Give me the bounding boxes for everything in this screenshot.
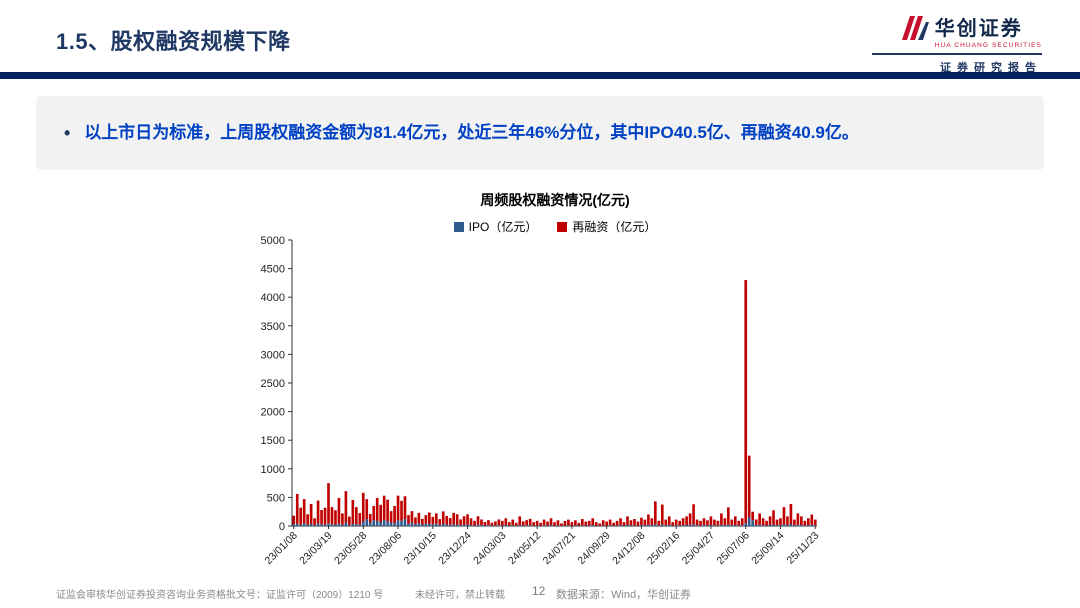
svg-text:2500: 2500 xyxy=(261,378,285,390)
license-text: 证监会审核华创证券投资咨询业务资格批文号：证监许可（2009）1210 号 xyxy=(56,590,384,601)
report-type-label: 证券研究报告 xyxy=(940,62,1042,74)
weekly-equity-financing-chart: 周频股权融资情况(亿元) IPO（亿元） 再融资（亿元） 0 500 1000 1500… xyxy=(234,190,834,590)
svg-text:23/12/24: 23/12/24 xyxy=(436,530,473,567)
notice-text: 未经许可，禁止转载 xyxy=(415,590,505,601)
page-title: 1.5、股权融资规模下降 xyxy=(56,29,291,54)
svg-text:23/01/08: 23/01/08 xyxy=(262,530,299,567)
svg-text:23/08/06: 23/08/06 xyxy=(367,530,404,567)
svg-text:5000: 5000 xyxy=(261,235,285,247)
header-divider-bar xyxy=(0,72,1080,79)
svg-text:0: 0 xyxy=(279,521,285,533)
svg-text:23/03/19: 23/03/19 xyxy=(297,530,334,567)
svg-text:25/02/16: 25/02/16 xyxy=(645,530,682,567)
svg-text:25/09/14: 25/09/14 xyxy=(749,530,786,567)
legend-item: 再融资（亿元） xyxy=(557,218,656,235)
svg-text:23/10/15: 23/10/15 xyxy=(402,530,439,567)
data-source-text: 数据来源：Wind，华创证券 xyxy=(556,589,692,601)
chart-legend: IPO（亿元） 再融资（亿元） xyxy=(234,218,834,235)
svg-text:24/07/21: 24/07/21 xyxy=(541,530,578,567)
summary-text: 以上市日为标准，上周股权融资金额为81.4亿元，处近三年46%分位，其中IPO4… xyxy=(84,122,859,142)
footer: 证监会审核华创证券投资咨询业务资格批文号：证监许可（2009）1210 号 未经… xyxy=(0,583,1080,603)
huachuang-logo-icon xyxy=(899,14,929,47)
svg-text:24/12/08: 24/12/08 xyxy=(610,530,647,567)
svg-text:25/11/23: 25/11/23 xyxy=(785,530,822,567)
svg-text:3000: 3000 xyxy=(261,349,285,361)
chart-plot: 0 500 1000 1500 2000 2500 3000 3500 4000 4500 5000… xyxy=(261,235,822,567)
summary-callout-box: • 以上市日为标准，上周股权融资金额为81.4亿元，处近三年46%分位，其中IP… xyxy=(36,96,1044,170)
legend-swatch-icon xyxy=(453,221,464,232)
page-number: 12 xyxy=(532,584,546,598)
svg-text:4500: 4500 xyxy=(261,264,285,276)
chart-title: 周频股权融资情况(亿元) xyxy=(480,192,630,208)
svg-text:500: 500 xyxy=(267,492,285,504)
logo-text: 华创证券 xyxy=(934,18,1023,40)
svg-text:1000: 1000 xyxy=(261,464,285,476)
svg-text:25/04/27: 25/04/27 xyxy=(680,530,717,567)
svg-text:2000: 2000 xyxy=(261,407,285,419)
legend-item: IPO（亿元） xyxy=(453,218,537,235)
svg-text:24/09/29: 24/09/29 xyxy=(575,530,612,567)
svg-text:23/05/28: 23/05/28 xyxy=(332,530,369,567)
bullet-point: • xyxy=(64,122,71,143)
logo-subtext: HUA CHUANG SECURITIES xyxy=(934,42,1042,49)
svg-text:24/03/03: 24/03/03 xyxy=(471,530,508,567)
logo-block: 华创证券 HUA CHUANG SECURITIES 证券研究报告 xyxy=(872,12,1042,75)
svg-text:1500: 1500 xyxy=(261,435,285,447)
svg-text:25/07/06: 25/07/06 xyxy=(714,530,751,567)
legend-swatch-icon xyxy=(557,221,568,232)
svg-text:24/05/12: 24/05/12 xyxy=(506,530,543,567)
svg-text:4000: 4000 xyxy=(261,292,285,304)
logo-divider xyxy=(872,53,1042,55)
svg-text:3500: 3500 xyxy=(261,321,285,333)
